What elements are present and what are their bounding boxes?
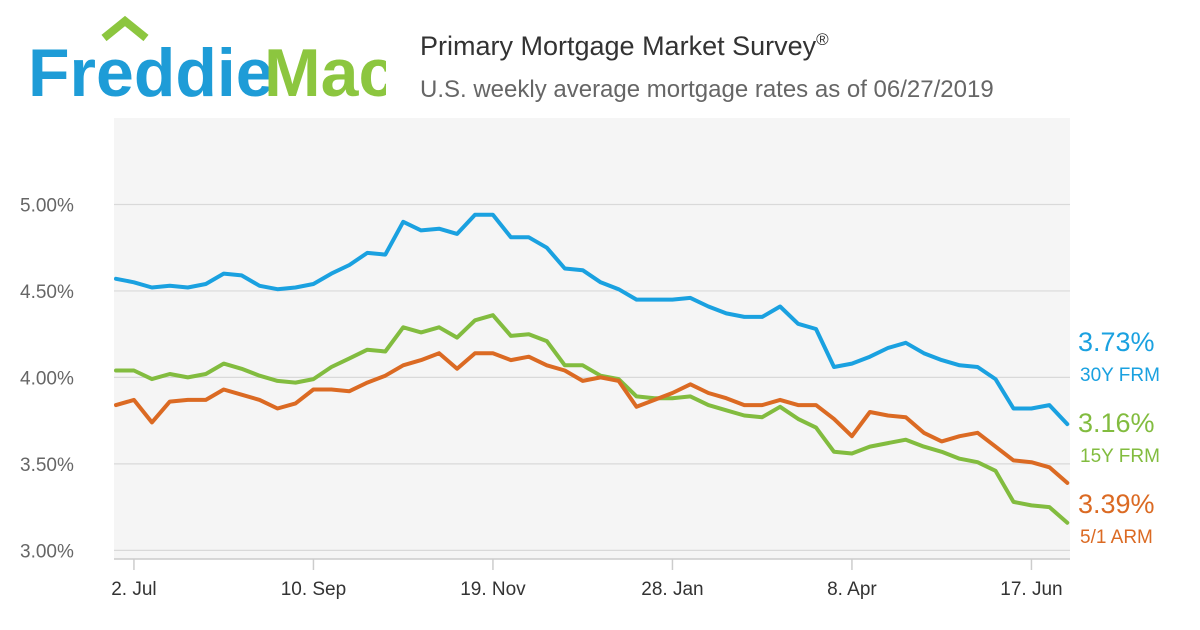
y-tick-label: 4.50% (20, 282, 74, 303)
end-value-5-1-arm: 3.39% (1078, 489, 1155, 519)
series-lines (114, 212, 1070, 525)
y-axis: 3.00% 3.50% 4.00% 4.50% 5.00% (20, 195, 74, 562)
series-line-15y-frm (114, 313, 1070, 525)
x-tick-label: 28. Jan (641, 579, 703, 600)
y-tick-label: 3.50% (20, 455, 74, 476)
end-value-30y-frm: 3.73% (1078, 327, 1155, 357)
y-tick-label: 4.00% (20, 368, 74, 389)
end-name-5-1-arm: 5/1 ARM (1080, 527, 1153, 548)
x-tick-label: 10. Sep (281, 579, 347, 600)
end-value-15y-frm: 3.16% (1078, 408, 1155, 438)
roof-icon (101, 15, 149, 42)
plot-background (114, 118, 1070, 559)
series-legend: 3.73% 30Y FRM 3.16% 15Y FRM 3.39% 5/1 ARM (1078, 327, 1160, 548)
x-tick-label: 19. Nov (460, 579, 526, 600)
title-text: Primary Mortgage Market Survey (420, 31, 817, 61)
x-tick-label: 17. Jun (1000, 579, 1062, 600)
x-tick-label: 2. Jul (111, 579, 156, 600)
freddie-mac-logo: Freddie Mac (28, 15, 386, 108)
page-subtitle: U.S. weekly average mortgage rates as of… (420, 76, 994, 103)
logo-word-freddie: Freddie (28, 35, 274, 108)
page-title: Primary Mortgage Market Survey® (420, 30, 829, 62)
series-line-30y-frm (114, 212, 1070, 427)
x-tick-label: 8. Apr (827, 579, 877, 600)
end-name-15y-frm: 15Y FRM (1080, 446, 1160, 467)
series-line-5-1-arm (114, 351, 1070, 485)
logo-word-mac: Mac (264, 35, 386, 108)
y-tick-label: 5.00% (20, 195, 74, 216)
registered-mark: ® (816, 30, 829, 49)
gridlines (114, 203, 1070, 551)
end-name-30y-frm: 30Y FRM (1080, 365, 1160, 386)
x-axis: 2. Jul 10. Sep 19. Nov 28. Jan 8. Apr 17. Jun (111, 558, 1070, 600)
y-tick-label: 3.00% (20, 541, 74, 562)
